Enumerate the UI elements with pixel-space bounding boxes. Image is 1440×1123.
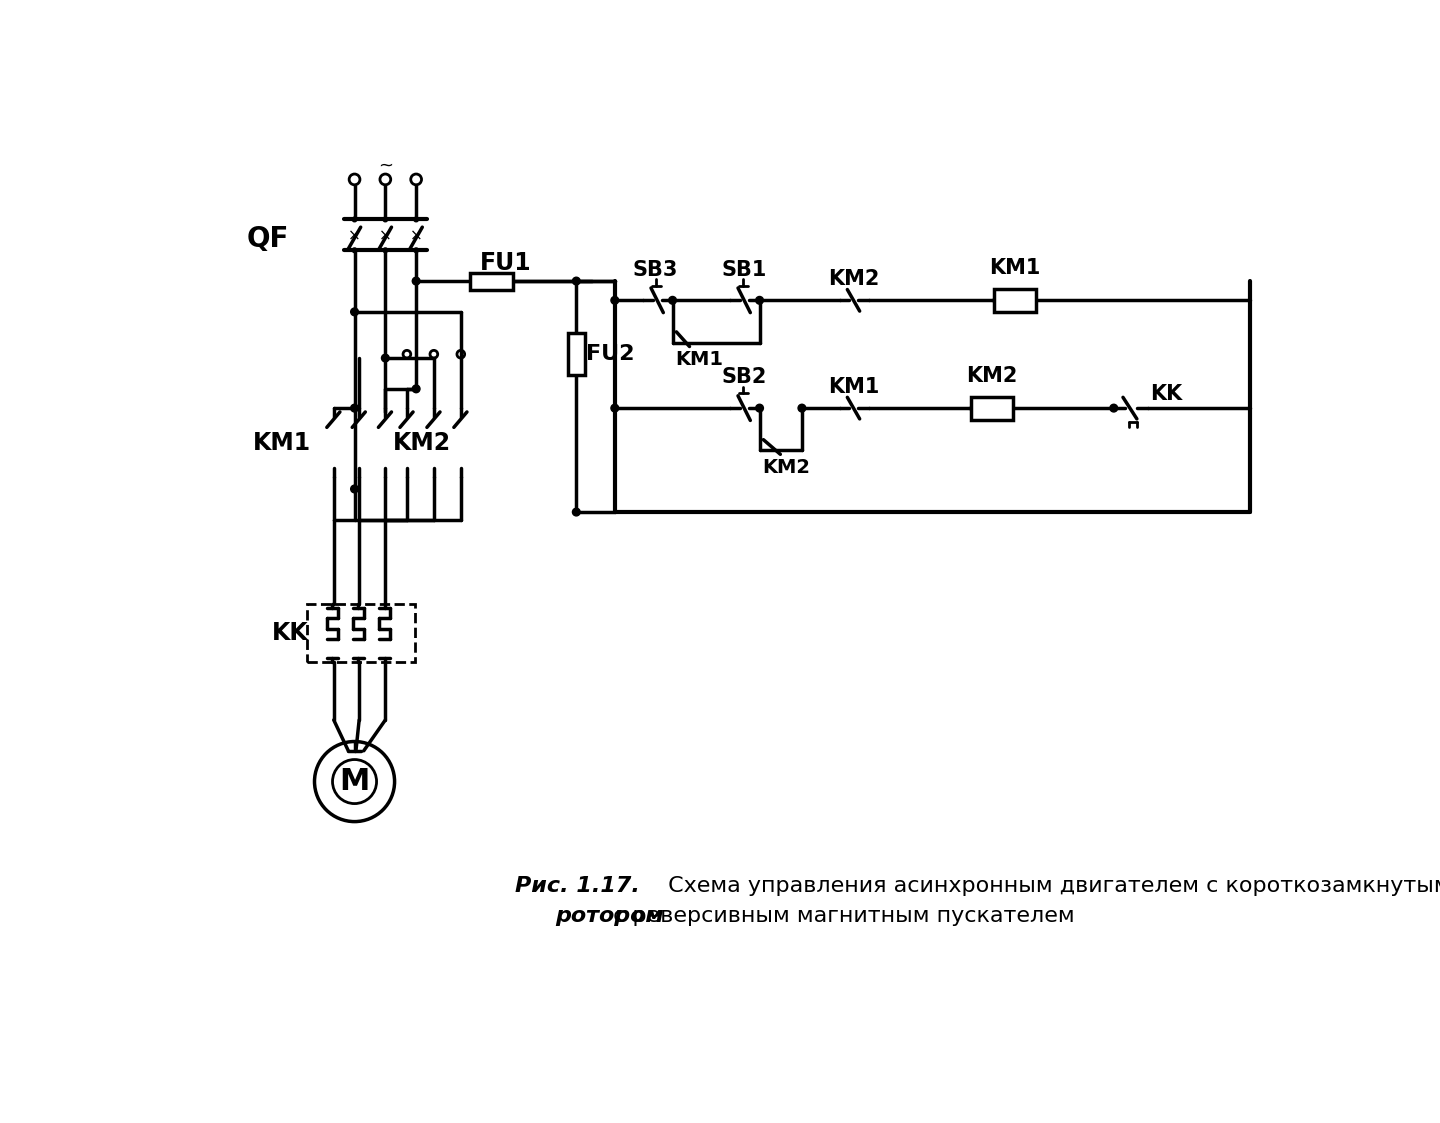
Circle shape	[351, 404, 359, 412]
Text: ротором: ротором	[554, 906, 664, 926]
Circle shape	[1110, 404, 1117, 412]
Text: QF: QF	[246, 225, 289, 253]
Text: KM1: KM1	[989, 258, 1041, 279]
Circle shape	[611, 404, 619, 412]
Circle shape	[413, 217, 419, 221]
Text: Рис. 1.17.: Рис. 1.17.	[514, 876, 639, 895]
Bar	[567, 334, 585, 375]
Text: KM2: KM2	[828, 268, 880, 289]
Circle shape	[798, 404, 806, 412]
Text: Схема управления асинхронным двигателем с короткозамкнутым: Схема управления асинхронным двигателем …	[661, 876, 1440, 895]
Bar	[469, 273, 513, 290]
Text: KM1: KM1	[253, 431, 311, 455]
Text: KM1: KM1	[828, 376, 880, 396]
Text: ~: ~	[377, 156, 393, 174]
Text: KK: KK	[272, 621, 310, 646]
Text: ×: ×	[348, 229, 361, 244]
Circle shape	[351, 485, 359, 493]
Text: SB3: SB3	[634, 259, 678, 280]
Text: KM1: KM1	[675, 350, 723, 369]
Text: KM2: KM2	[762, 458, 809, 477]
Circle shape	[382, 354, 389, 362]
Text: ×: ×	[379, 229, 392, 244]
Circle shape	[383, 248, 387, 253]
Circle shape	[412, 277, 420, 285]
Circle shape	[756, 404, 763, 412]
Circle shape	[573, 277, 580, 285]
Bar	[971, 396, 1014, 420]
Text: KM2: KM2	[966, 366, 1018, 386]
Text: M: M	[340, 767, 370, 796]
Circle shape	[412, 385, 420, 393]
Circle shape	[611, 296, 619, 304]
Circle shape	[756, 296, 763, 304]
Text: KM2: KM2	[393, 431, 451, 455]
Circle shape	[668, 296, 677, 304]
Bar	[307, 604, 415, 663]
Circle shape	[353, 248, 357, 253]
Circle shape	[573, 509, 580, 515]
Text: SB2: SB2	[721, 367, 768, 387]
Circle shape	[413, 248, 419, 253]
Text: с реверсивным магнитным пускателем: с реверсивным магнитным пускателем	[606, 906, 1074, 926]
Circle shape	[351, 308, 359, 316]
Circle shape	[383, 217, 387, 221]
Circle shape	[353, 217, 357, 221]
Text: KK: KK	[1151, 384, 1182, 404]
Bar	[994, 289, 1037, 312]
Text: FU2: FU2	[586, 345, 634, 364]
Text: SB1: SB1	[721, 259, 768, 280]
Text: FU1: FU1	[480, 252, 531, 275]
Text: ×: ×	[410, 229, 422, 244]
